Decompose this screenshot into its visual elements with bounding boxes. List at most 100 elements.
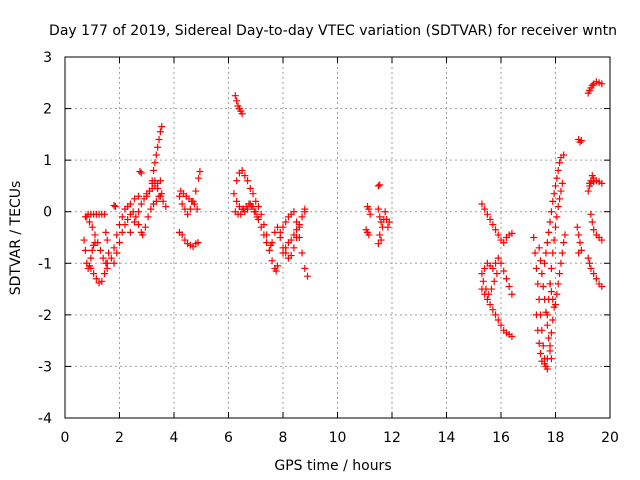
data-point [91,231,99,239]
x-tick-label: 14 [438,430,456,446]
data-point [557,259,565,267]
y-tick-label: 2 [43,102,52,118]
data-point [552,182,559,190]
data-point [598,80,606,88]
data-point [103,259,111,267]
data-point [126,228,134,236]
data-point [494,231,502,239]
data-point [489,221,497,229]
data-point [558,179,566,187]
point-series-eve-b [478,285,516,341]
point-series-tail-a [573,223,585,257]
point-series-dip-c [535,244,555,363]
data-point [260,221,268,229]
data-point [193,205,201,213]
point-series-wave-a [230,190,279,272]
data-point [554,166,562,174]
data-point [590,270,598,278]
data-point [494,254,502,262]
axis-ticks [64,56,611,419]
data-point [110,244,118,252]
y-tick-label: 1 [43,153,52,169]
data-point [552,223,559,231]
data-point [584,254,592,262]
y-tick-labels: -4 -3 -2 -1 0 1 2 3 [38,50,52,427]
data-point [241,172,249,180]
data-point [143,192,151,200]
x-tick-label: 10 [329,430,347,446]
data-point [101,210,109,218]
data-point [190,200,198,208]
data-point [508,290,516,298]
data-point [384,223,392,231]
data-point [159,197,167,205]
data-point [290,231,298,239]
data-point [276,228,284,236]
data-point [550,190,558,198]
data-point [481,205,489,213]
data-point [192,187,200,195]
point-series-early-cluster-d [81,210,109,221]
data-point [249,190,257,198]
data-point [137,169,145,177]
data-point [152,151,160,159]
y-tick-label: 0 [43,205,52,221]
data-point [186,205,194,213]
data-point [102,228,110,236]
data-point [184,210,192,218]
data-point [257,210,265,218]
data-point [481,264,489,272]
data-point [268,239,276,247]
point-series-tail-c [584,177,606,195]
data-point [376,231,384,239]
data-point [86,218,94,226]
data-point [90,270,98,278]
data-point [587,210,595,218]
point-series-tail-d [584,78,606,97]
point-series-noon-b [362,226,373,239]
data-point [238,166,246,174]
point-series-rise-4 [139,190,166,239]
data-point [546,280,554,288]
data-point [103,236,111,244]
point-series-peak-1 [148,123,166,185]
data-point [385,218,393,226]
data-point [493,270,501,278]
data-point [147,205,155,213]
data-point [99,254,107,262]
point-series-early-spots [110,167,145,211]
data-point [158,123,166,131]
x-tick-label: 2 [115,430,124,446]
point-series-wave-c [231,200,261,221]
data-point [279,223,287,231]
data-point [156,128,164,136]
point-series-noon-a [363,203,374,218]
data-point [233,97,241,105]
data-point [118,228,126,236]
data-point [479,277,487,285]
data-point [547,208,555,216]
data-point [290,208,298,216]
point-series-noon-e [374,231,385,248]
data-point [552,301,559,309]
data-point [547,288,555,296]
data-point [111,203,119,211]
data-point [116,221,123,229]
x-tick-label: 8 [279,430,288,446]
point-series-tail-g [586,172,598,187]
data-point [132,213,140,221]
data-point [252,197,260,205]
data-point [88,246,96,254]
data-point [549,249,557,257]
data-point [293,226,301,234]
data-point [136,167,144,175]
data-point [279,249,287,257]
data-points [80,78,606,373]
data-point [282,218,290,226]
point-series-tail-e [584,254,606,290]
data-point [588,218,596,226]
data-point [537,350,545,358]
data-point [547,355,555,363]
point-series-mid-cluster-a [175,167,204,218]
data-point [248,203,256,211]
